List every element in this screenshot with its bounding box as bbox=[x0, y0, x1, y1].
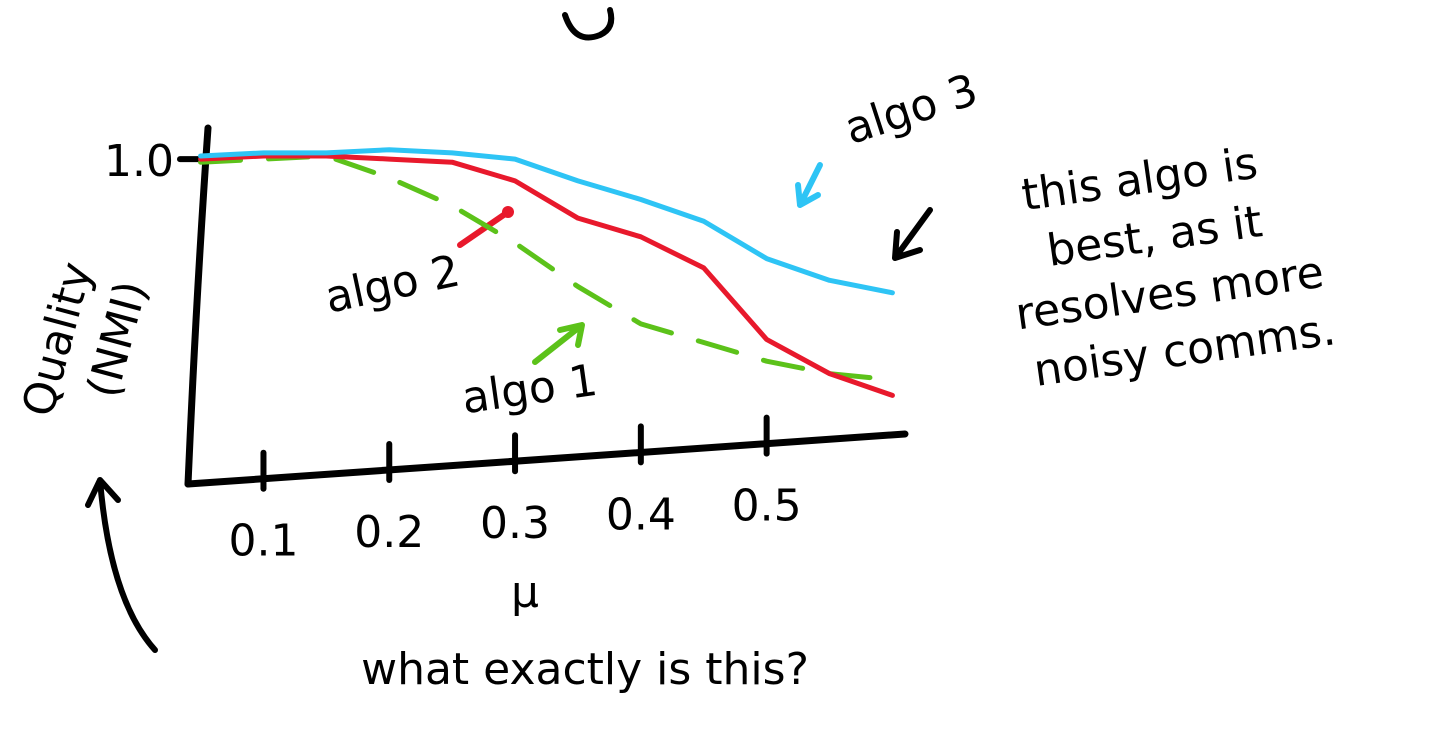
series-line bbox=[201, 156, 893, 395]
arrow bbox=[895, 210, 930, 258]
legend-label: algo 2 bbox=[321, 245, 465, 323]
chart: 0.10.20.30.40.51.0μQuality(NMI)algo 1alg… bbox=[0, 0, 1431, 729]
arrow-head bbox=[502, 206, 514, 218]
y-axis-label: Quality bbox=[13, 257, 103, 422]
y-axis bbox=[188, 128, 208, 484]
series-line bbox=[201, 150, 893, 293]
x-tick-label: 0.1 bbox=[228, 516, 298, 567]
x-axis-label: μ bbox=[511, 567, 539, 618]
doodle bbox=[565, 10, 611, 38]
x-axis bbox=[188, 434, 905, 484]
y-tick-label: 1.0 bbox=[104, 136, 174, 187]
x-tick-label: 0.2 bbox=[354, 507, 424, 558]
x-tick-label: 0.5 bbox=[732, 481, 802, 532]
legend-label: algo 3 bbox=[839, 64, 984, 155]
x-tick-label: 0.4 bbox=[606, 489, 676, 540]
arrow bbox=[798, 165, 820, 205]
legend-label: algo 1 bbox=[459, 355, 601, 424]
annotation: what exactly is this? bbox=[361, 644, 809, 695]
arrow bbox=[88, 480, 155, 650]
x-tick-label: 0.3 bbox=[480, 498, 550, 549]
